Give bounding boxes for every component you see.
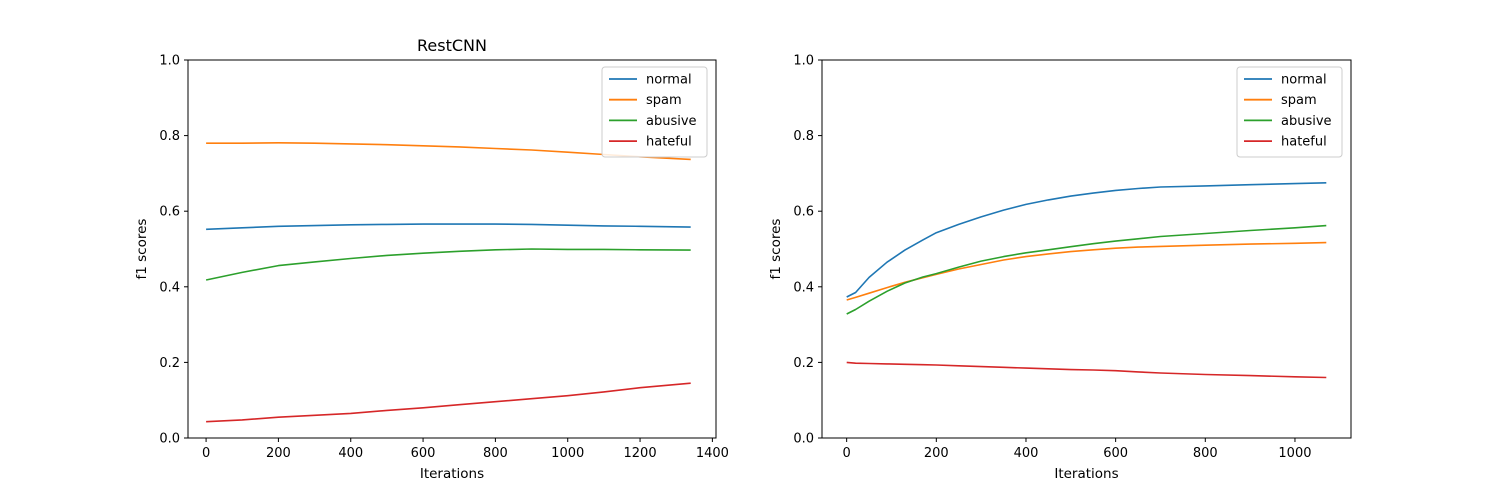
y-tick-label: 0.6 xyxy=(793,205,814,220)
x-tick-label: 600 xyxy=(411,446,436,461)
axes-frame xyxy=(821,59,1352,439)
x-tick-label: 1000 xyxy=(551,446,584,461)
x-tick-label: 600 xyxy=(1103,446,1128,461)
x-tick-label: 800 xyxy=(483,446,508,461)
x-tick-label: 1400 xyxy=(696,446,729,461)
y-tick-label: 0.6 xyxy=(159,205,180,220)
series-line-hateful xyxy=(206,382,691,423)
y-tick-label: 0.8 xyxy=(793,129,814,144)
series-line-spam xyxy=(206,142,691,161)
legend-label-abusive: abusive xyxy=(646,114,697,129)
x-axis-label: Iterations xyxy=(1054,466,1118,482)
x-tick-label: 1200 xyxy=(624,446,657,461)
y-tick-label: 0.0 xyxy=(793,432,814,447)
y-axis-label: f1 scores xyxy=(134,219,150,280)
y-tick-label: 0.2 xyxy=(159,356,180,371)
series-line-normal xyxy=(206,223,691,231)
legend-label-normal: normal xyxy=(646,73,692,88)
y-axis-label: f1 scores xyxy=(768,219,784,280)
series-line-hateful xyxy=(846,361,1327,379)
y-tick-label: 0.4 xyxy=(159,280,180,295)
y-tick-label: 0.2 xyxy=(793,356,814,371)
y-tick-label: 1.0 xyxy=(793,54,814,69)
x-tick-label: 1000 xyxy=(1278,446,1311,461)
legend-box xyxy=(601,66,708,158)
chart-panel-1: 0 200 400 600 800 1000 1200 1400 0.0 0.2 0.4 0.6 0.8… xyxy=(134,36,729,482)
y-tick-label: 1.0 xyxy=(159,54,180,69)
y-tick-label: 0.8 xyxy=(159,129,180,144)
legend-box xyxy=(1236,66,1343,158)
legend-label-spam: spam xyxy=(646,93,682,108)
series-line-abusive xyxy=(205,248,691,281)
x-tick-label: 200 xyxy=(924,446,949,461)
series-line-normal xyxy=(846,182,1327,298)
legend-label-normal: normal xyxy=(1281,73,1327,88)
legend: normal spam abusive hateful xyxy=(601,66,708,158)
legend-label-spam: spam xyxy=(1281,93,1317,108)
x-tick-label: 400 xyxy=(338,446,363,461)
y-tick-label: 0.0 xyxy=(159,432,180,447)
x-tick-label: 800 xyxy=(1193,446,1218,461)
legend-label-abusive: abusive xyxy=(1281,114,1332,129)
chart-panel-2: 0 200 400 600 800 1000 0.0 0.2 0.4 0.6 0.8 1.0 Itera… xyxy=(768,54,1352,482)
axes-frame xyxy=(187,59,717,439)
x-tick-label: 400 xyxy=(1014,446,1039,461)
x-tick-label: 0 xyxy=(202,446,210,461)
y-tick-label: 0.4 xyxy=(793,280,814,295)
legend-label-hateful: hateful xyxy=(646,135,692,150)
x-tick-label: 0 xyxy=(843,446,851,461)
legend: normal spam abusive hateful xyxy=(1236,66,1343,158)
x-axis-label: Iterations xyxy=(420,466,484,482)
chart-title: RestCNN xyxy=(417,36,487,55)
x-tick-label: 200 xyxy=(266,446,291,461)
series-line-spam xyxy=(846,241,1327,301)
series-line-abusive xyxy=(846,224,1327,315)
legend-label-hateful: hateful xyxy=(1281,135,1327,150)
